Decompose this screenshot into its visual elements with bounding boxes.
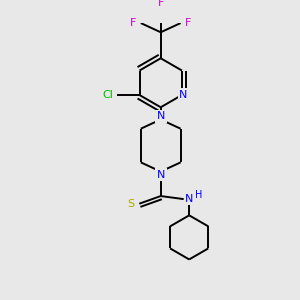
- Text: F: F: [130, 18, 136, 28]
- Text: F: F: [185, 18, 191, 28]
- Text: N: N: [179, 90, 188, 100]
- Text: S: S: [127, 199, 134, 209]
- Text: H: H: [195, 190, 203, 200]
- Text: N: N: [157, 111, 165, 122]
- Text: F: F: [158, 0, 164, 8]
- Text: N: N: [157, 169, 165, 180]
- Text: Cl: Cl: [102, 90, 113, 100]
- Text: N: N: [185, 194, 194, 204]
